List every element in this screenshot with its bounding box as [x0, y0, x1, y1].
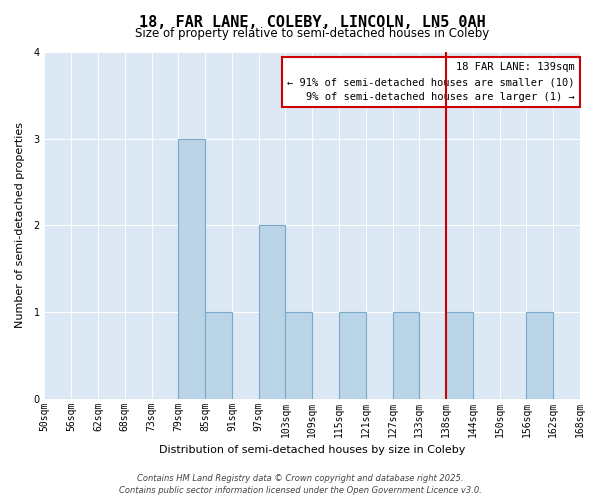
Text: Size of property relative to semi-detached houses in Coleby: Size of property relative to semi-detach… — [135, 27, 490, 40]
Bar — [178, 138, 205, 398]
Text: 18 FAR LANE: 139sqm
← 91% of semi-detached houses are smaller (10)
9% of semi-de: 18 FAR LANE: 139sqm ← 91% of semi-detach… — [287, 62, 575, 102]
Bar — [286, 312, 312, 398]
Bar — [259, 226, 286, 398]
Bar — [446, 312, 473, 398]
Bar — [205, 312, 232, 398]
Title: 18, FAR LANE, COLEBY, LINCOLN, LN5 0AH: 18, FAR LANE, COLEBY, LINCOLN, LN5 0AH — [139, 15, 485, 30]
Bar — [392, 312, 419, 398]
X-axis label: Distribution of semi-detached houses by size in Coleby: Distribution of semi-detached houses by … — [159, 445, 466, 455]
Bar — [339, 312, 366, 398]
Text: Contains HM Land Registry data © Crown copyright and database right 2025.
Contai: Contains HM Land Registry data © Crown c… — [119, 474, 481, 495]
Y-axis label: Number of semi-detached properties: Number of semi-detached properties — [15, 122, 25, 328]
Bar — [526, 312, 553, 398]
